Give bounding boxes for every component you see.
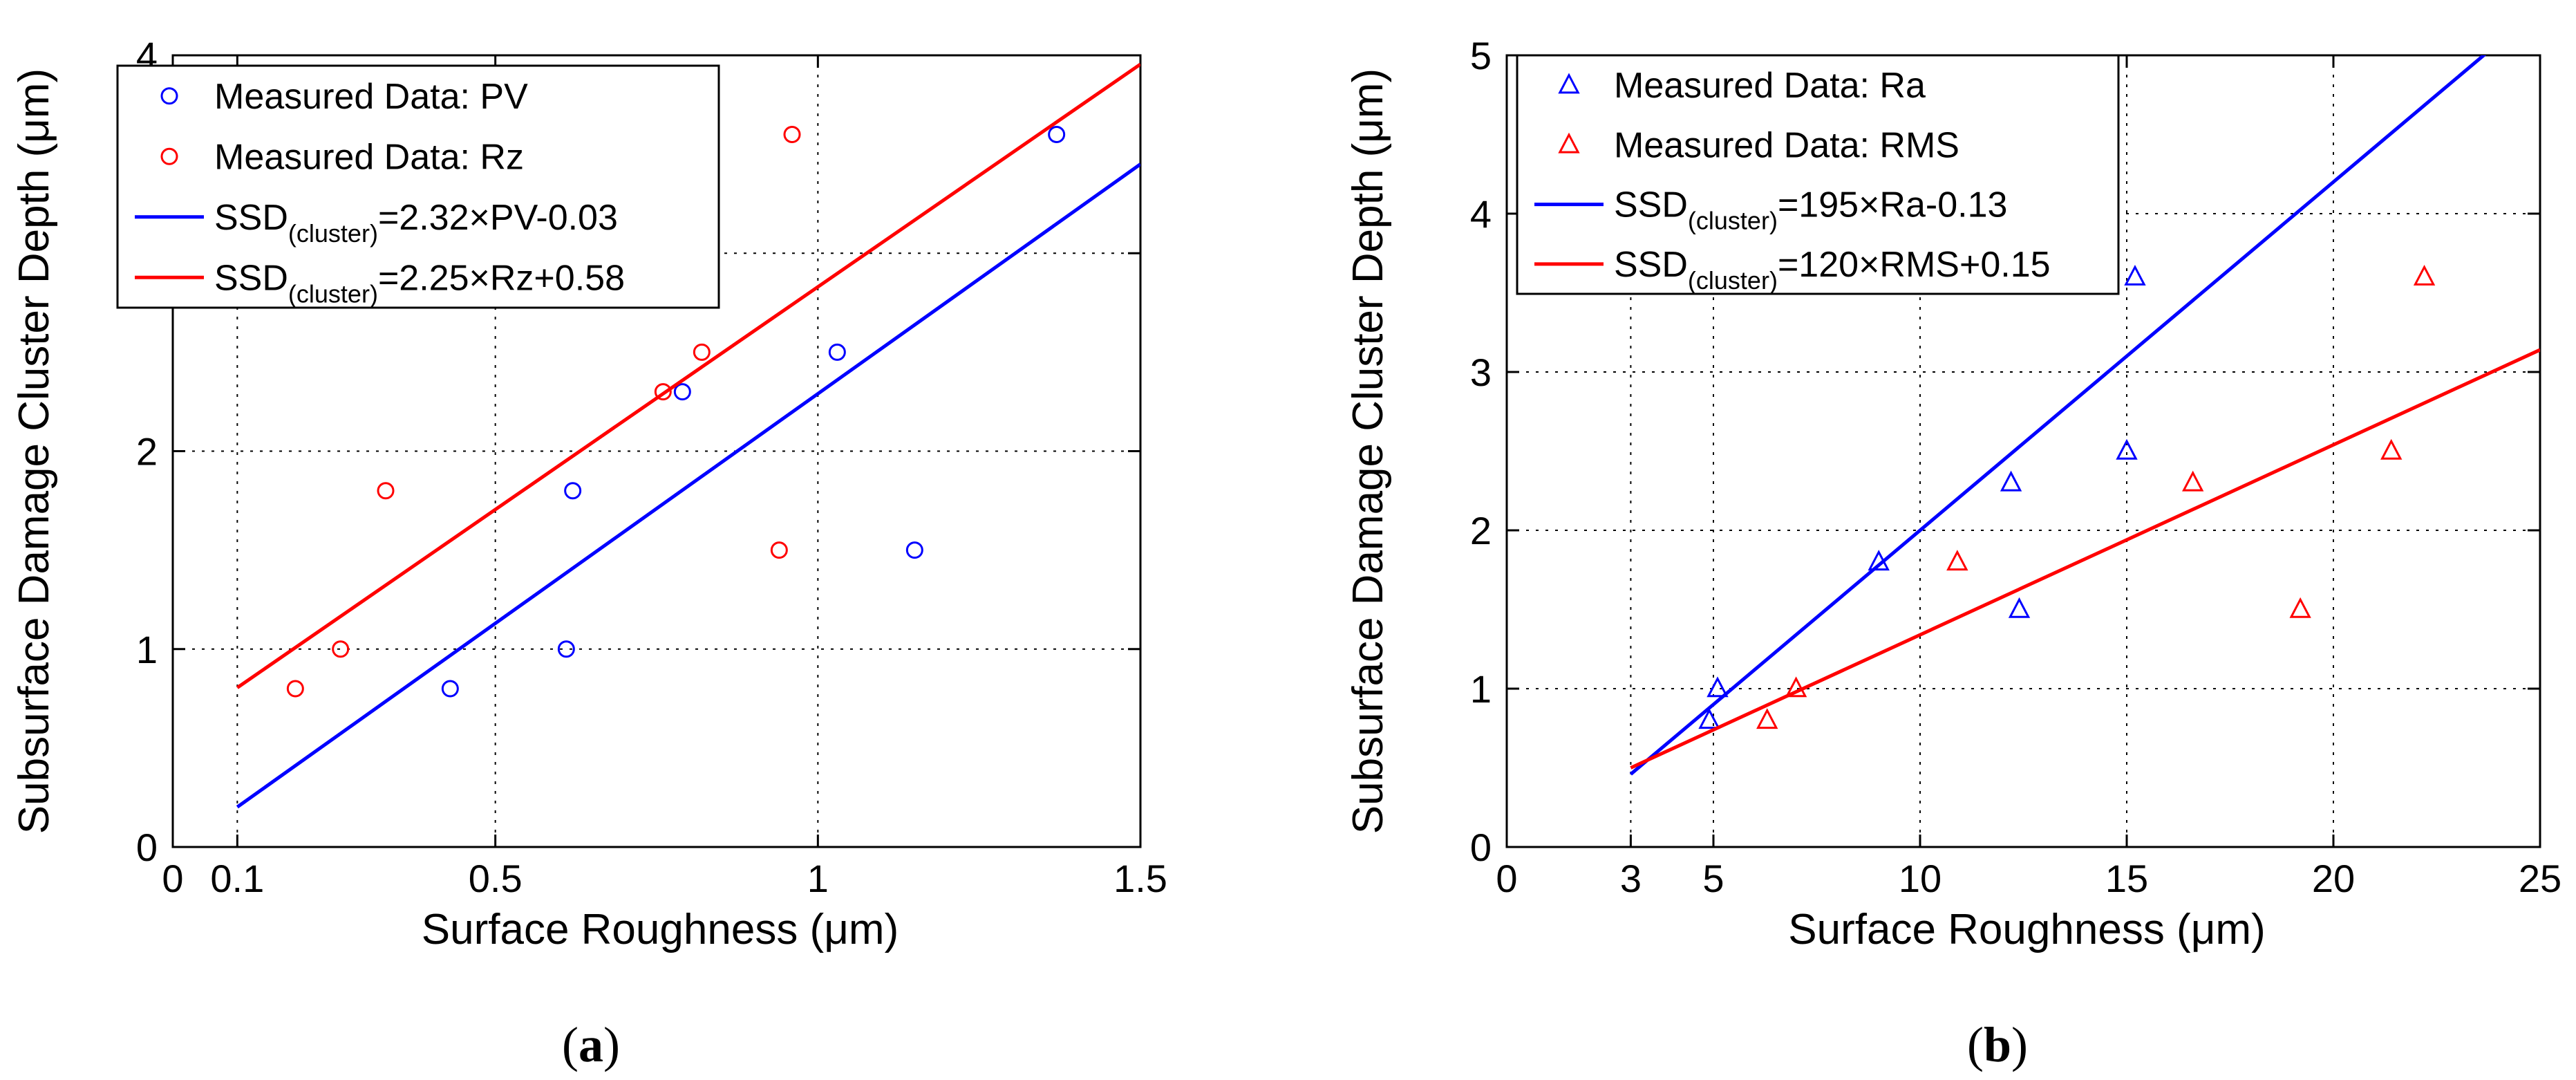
legend-marker-swatch (160, 147, 178, 165)
legend-marker-swatch (1558, 73, 1580, 94)
data-point (654, 383, 672, 401)
y-axis-label: Subsurface Damage Cluster Depth (μm) (1344, 68, 1392, 834)
legend-entry: SSD(cluster)=195×Ra-0.13 (1614, 185, 2007, 235)
x-axis-label: Surface Roughness (μm) (1788, 906, 2265, 953)
legend-entry: Measured Data: Ra (1614, 66, 1926, 106)
plot-area (236, 62, 1140, 809)
data-point (441, 680, 459, 698)
legend-entry-main: SSD (214, 258, 288, 298)
x-tick-label: 0 (162, 857, 183, 900)
y-tick-label: 1 (1470, 667, 1492, 711)
legend-entry-rest: =195×Ra-0.13 (1778, 185, 2008, 225)
data-point (693, 343, 711, 361)
chart-panel-b: 0 3 5 10 15 20 25 0 1 2 3 4 5 Surface Roughness (μm) S… (1344, 34, 2561, 1072)
x-axis-label: Surface Roughness (μm) (422, 906, 899, 953)
data-point (2289, 597, 2311, 618)
x-tick-label: 3 (1620, 857, 1642, 900)
y-tick-label: 4 (1470, 192, 1492, 236)
x-tick-label: 1 (807, 857, 829, 900)
legend-entry-main: SSD (1614, 185, 1688, 225)
panel-caption-letter: a (579, 1017, 603, 1072)
y-axis-label: Subsurface Damage Cluster Depth (μm) (10, 68, 58, 834)
panel-caption: (a) (562, 1017, 620, 1072)
legend-entry-rest: =2.25×Rz+0.58 (378, 258, 625, 298)
y-tick-label: 0 (1470, 826, 1492, 869)
chart-panel-a: 00.10.511.501234Surface Roughness (μm)Su… (10, 34, 1167, 1072)
legend-entry-sub: (cluster) (1688, 266, 1778, 295)
legend-box (116, 64, 720, 309)
data-point (377, 482, 395, 500)
x-tick-label: 0 (1496, 857, 1517, 900)
legend-entry-sub: (cluster) (288, 219, 378, 248)
data-point (783, 126, 801, 143)
y-tick-label: 2 (136, 430, 158, 474)
data-point (1048, 126, 1066, 143)
legend-entry: Measured Data: Rz (214, 137, 524, 177)
legend-entry: SSD(cluster)=2.32×PV-0.03 (214, 198, 618, 248)
x-tick-label: 0.5 (469, 857, 523, 900)
legend-entry-sub: (cluster) (1688, 207, 1778, 235)
x-tick-label: 20 (2312, 857, 2355, 900)
legend-marker-swatch (1558, 132, 1580, 153)
y-tick-label: 2 (1470, 509, 1492, 552)
data-point (1785, 676, 1807, 698)
panel-caption-letter: b (1984, 1017, 2011, 1072)
legend-entry-main: SSD (214, 198, 288, 238)
data-point (2000, 470, 2022, 492)
y-tick-label: 1 (136, 628, 158, 671)
y-tick-label: 0 (136, 826, 158, 869)
data-point (564, 482, 582, 500)
data-point (286, 680, 304, 698)
data-point (332, 640, 350, 658)
legend-marker-swatch (160, 87, 178, 105)
x-tick-label: 10 (1899, 857, 1942, 900)
panel-caption: (b) (1967, 1017, 2028, 1072)
x-tick-label: 15 (2105, 857, 2148, 900)
data-point (905, 541, 923, 559)
data-point (770, 541, 788, 559)
legend-entry: Measured Data: PV (214, 77, 528, 117)
data-point (2008, 597, 2031, 618)
legend-entry-main: SSD (1614, 245, 1688, 285)
data-point (2124, 264, 2146, 286)
plot-area (1629, 55, 2540, 776)
data-point (557, 640, 575, 658)
data-point (2380, 438, 2403, 460)
fit-line-ff0000 (1630, 348, 2540, 770)
legend-entry: SSD(cluster)=2.25×Rz+0.58 (214, 258, 625, 308)
legend-box (1516, 54, 2120, 295)
data-point (1756, 708, 1778, 729)
data-point (2413, 264, 2436, 286)
fit-line-0000ff (1629, 55, 2487, 776)
data-point (828, 343, 846, 361)
data-point (2182, 470, 2204, 492)
data-point (1707, 676, 1729, 698)
x-tick-label: 25 (2519, 857, 2561, 900)
data-point (673, 383, 691, 401)
data-point (2116, 438, 2138, 460)
legend-entry: Measured Data: RMS (1614, 125, 1959, 165)
data-point (1698, 708, 1720, 729)
x-tick-label: 5 (1702, 857, 1724, 900)
fit-line-ff0000 (236, 62, 1140, 689)
x-tick-label: 1.5 (1113, 857, 1167, 900)
y-tick-label: 3 (1470, 351, 1492, 394)
x-tick-label: 0.1 (210, 857, 264, 900)
legend-entry: SSD(cluster)=120×RMS+0.15 (1614, 245, 2051, 295)
legend-entry-rest: =2.32×PV-0.03 (378, 198, 618, 238)
legend-entry-rest: =120×RMS+0.15 (1778, 245, 2051, 285)
data-point (1946, 550, 1968, 571)
fit-line-0000ff (236, 162, 1140, 809)
y-tick-label: 5 (1470, 34, 1492, 77)
legend-entry-sub: (cluster) (288, 279, 378, 308)
